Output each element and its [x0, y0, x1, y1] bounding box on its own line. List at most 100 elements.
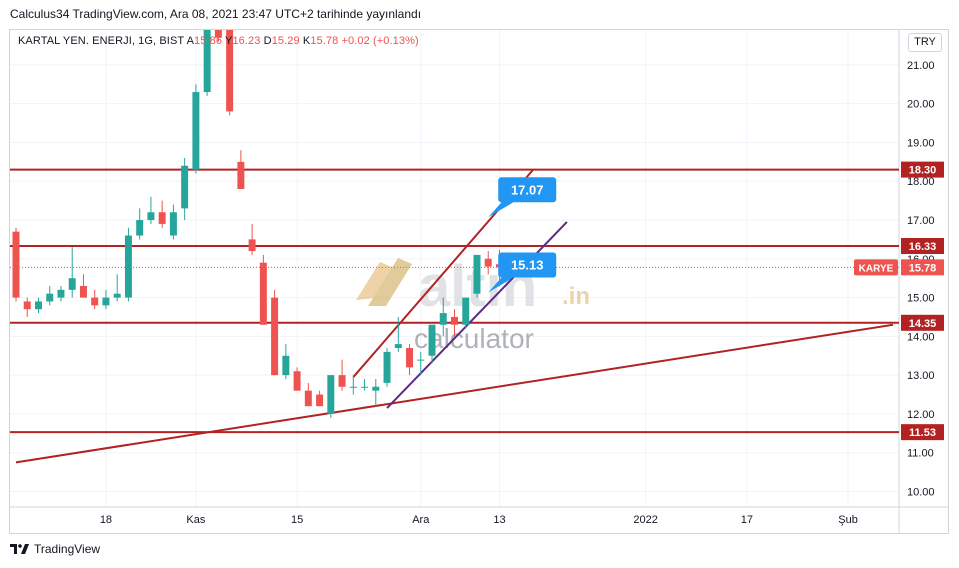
level-price-tag: 14.35: [901, 314, 944, 331]
candle-body: [46, 293, 54, 302]
candle-body: [214, 30, 222, 38]
candle: [473, 254, 481, 298]
legend-high-label: Y: [225, 35, 233, 47]
candle-body: [361, 386, 369, 388]
y-tick-label: 12.00: [907, 409, 935, 421]
level-price-tag-bg: [901, 161, 944, 178]
y-tick-label: 21.00: [907, 60, 935, 72]
publish-caption: Calculus34 TradingView.com, Ara 08, 2021…: [10, 7, 422, 21]
candle-body: [406, 348, 414, 368]
candle-body: [417, 359, 425, 361]
candle: [35, 297, 42, 314]
candle-body: [35, 301, 42, 310]
callout-pointer: [488, 199, 519, 218]
candle: [349, 375, 357, 395]
candle: [439, 297, 447, 337]
last-price-tag: KARYE 15.78: [854, 259, 944, 276]
candle: [383, 348, 391, 387]
watermark-tld: .in: [562, 283, 590, 310]
candle: [158, 200, 166, 228]
level-price-tag-bg: [901, 424, 944, 441]
candle: [282, 344, 290, 380]
callout-label: 17.07: [511, 182, 544, 197]
candle-body: [124, 235, 132, 298]
legend-open-label: A: [186, 35, 195, 47]
candle-body: [304, 390, 312, 407]
legend-close-label: K: [302, 35, 311, 47]
x-tick-label: Kas: [186, 514, 205, 526]
candle-body: [394, 344, 402, 348]
candle: [68, 247, 76, 298]
candle: [361, 379, 369, 391]
candle-body: [451, 316, 458, 325]
candle-body: [169, 212, 177, 236]
level-price-tag-label: 14.35: [909, 318, 937, 330]
level-price-tag-bg: [901, 238, 944, 255]
candle: [226, 30, 234, 116]
candle: [304, 382, 312, 407]
y-tick-label: 18.00: [907, 176, 935, 188]
candle-body: [338, 375, 346, 387]
candle-body: [316, 394, 324, 407]
legend-low-label: D: [263, 35, 272, 47]
candle-body: [293, 371, 301, 391]
candle-body: [473, 254, 481, 294]
candle-body: [226, 30, 234, 112]
candle: [417, 351, 425, 376]
x-tick-label: 17: [741, 514, 753, 526]
candle-body: [327, 375, 335, 414]
level-price-tag-bg: [901, 314, 944, 331]
level-price-tag-label: 16.33: [909, 241, 937, 253]
candle-body: [282, 355, 290, 376]
currency-badge[interactable]: TRY: [908, 33, 942, 52]
level-price-tag-label: 18.30: [909, 165, 937, 177]
candle: [406, 344, 414, 376]
watermark-logo-icon: [356, 262, 394, 300]
candle-body: [484, 258, 492, 267]
candle-body: [136, 220, 144, 236]
x-tick-label: 18: [100, 514, 112, 526]
legend-low-value: 15.29: [271, 35, 300, 47]
candle-body: [57, 289, 65, 298]
symbol-tag-bg: [854, 259, 898, 276]
candle: [293, 367, 301, 391]
price-callout: 15.13: [488, 252, 557, 293]
candle-body: [79, 285, 87, 298]
candle: [113, 274, 121, 302]
candle-body: [113, 293, 121, 298]
last-price-tag-bg: [901, 259, 944, 276]
candle: [23, 297, 31, 317]
callout-box: [498, 177, 557, 203]
candle: [372, 379, 380, 407]
candle-body: [181, 165, 189, 209]
candle: [327, 375, 335, 418]
candle: [462, 297, 470, 329]
candle: [181, 157, 189, 221]
y-tick-label: 13.00: [907, 370, 935, 382]
candle-body: [147, 212, 155, 221]
footer-brand[interactable]: TradingView: [10, 542, 100, 556]
candle-body: [68, 278, 76, 290]
level-price-tag: 11.53: [901, 424, 944, 441]
candle: [203, 30, 211, 96]
legend-open-value: 15.86: [194, 35, 223, 47]
candle-body: [462, 297, 470, 325]
candle: [79, 274, 87, 298]
tradingview-logo-icon: [10, 544, 29, 554]
candle: [214, 30, 222, 42]
callout-label: 15.13: [511, 258, 544, 273]
x-tick-label: Ara: [412, 514, 430, 526]
candle: [46, 285, 54, 306]
candle-body: [12, 231, 20, 298]
y-tick-label: 14.00: [907, 331, 935, 343]
candle-body: [428, 324, 436, 356]
footer-brand-label: TradingView: [34, 542, 101, 556]
candle-body: [372, 386, 380, 391]
y-tick-label: 10.00: [907, 486, 935, 498]
candle: [147, 196, 155, 224]
candle-body: [439, 313, 447, 325]
x-tick-label: 2022: [633, 514, 657, 526]
candle: [316, 390, 324, 407]
candle: [338, 359, 346, 391]
